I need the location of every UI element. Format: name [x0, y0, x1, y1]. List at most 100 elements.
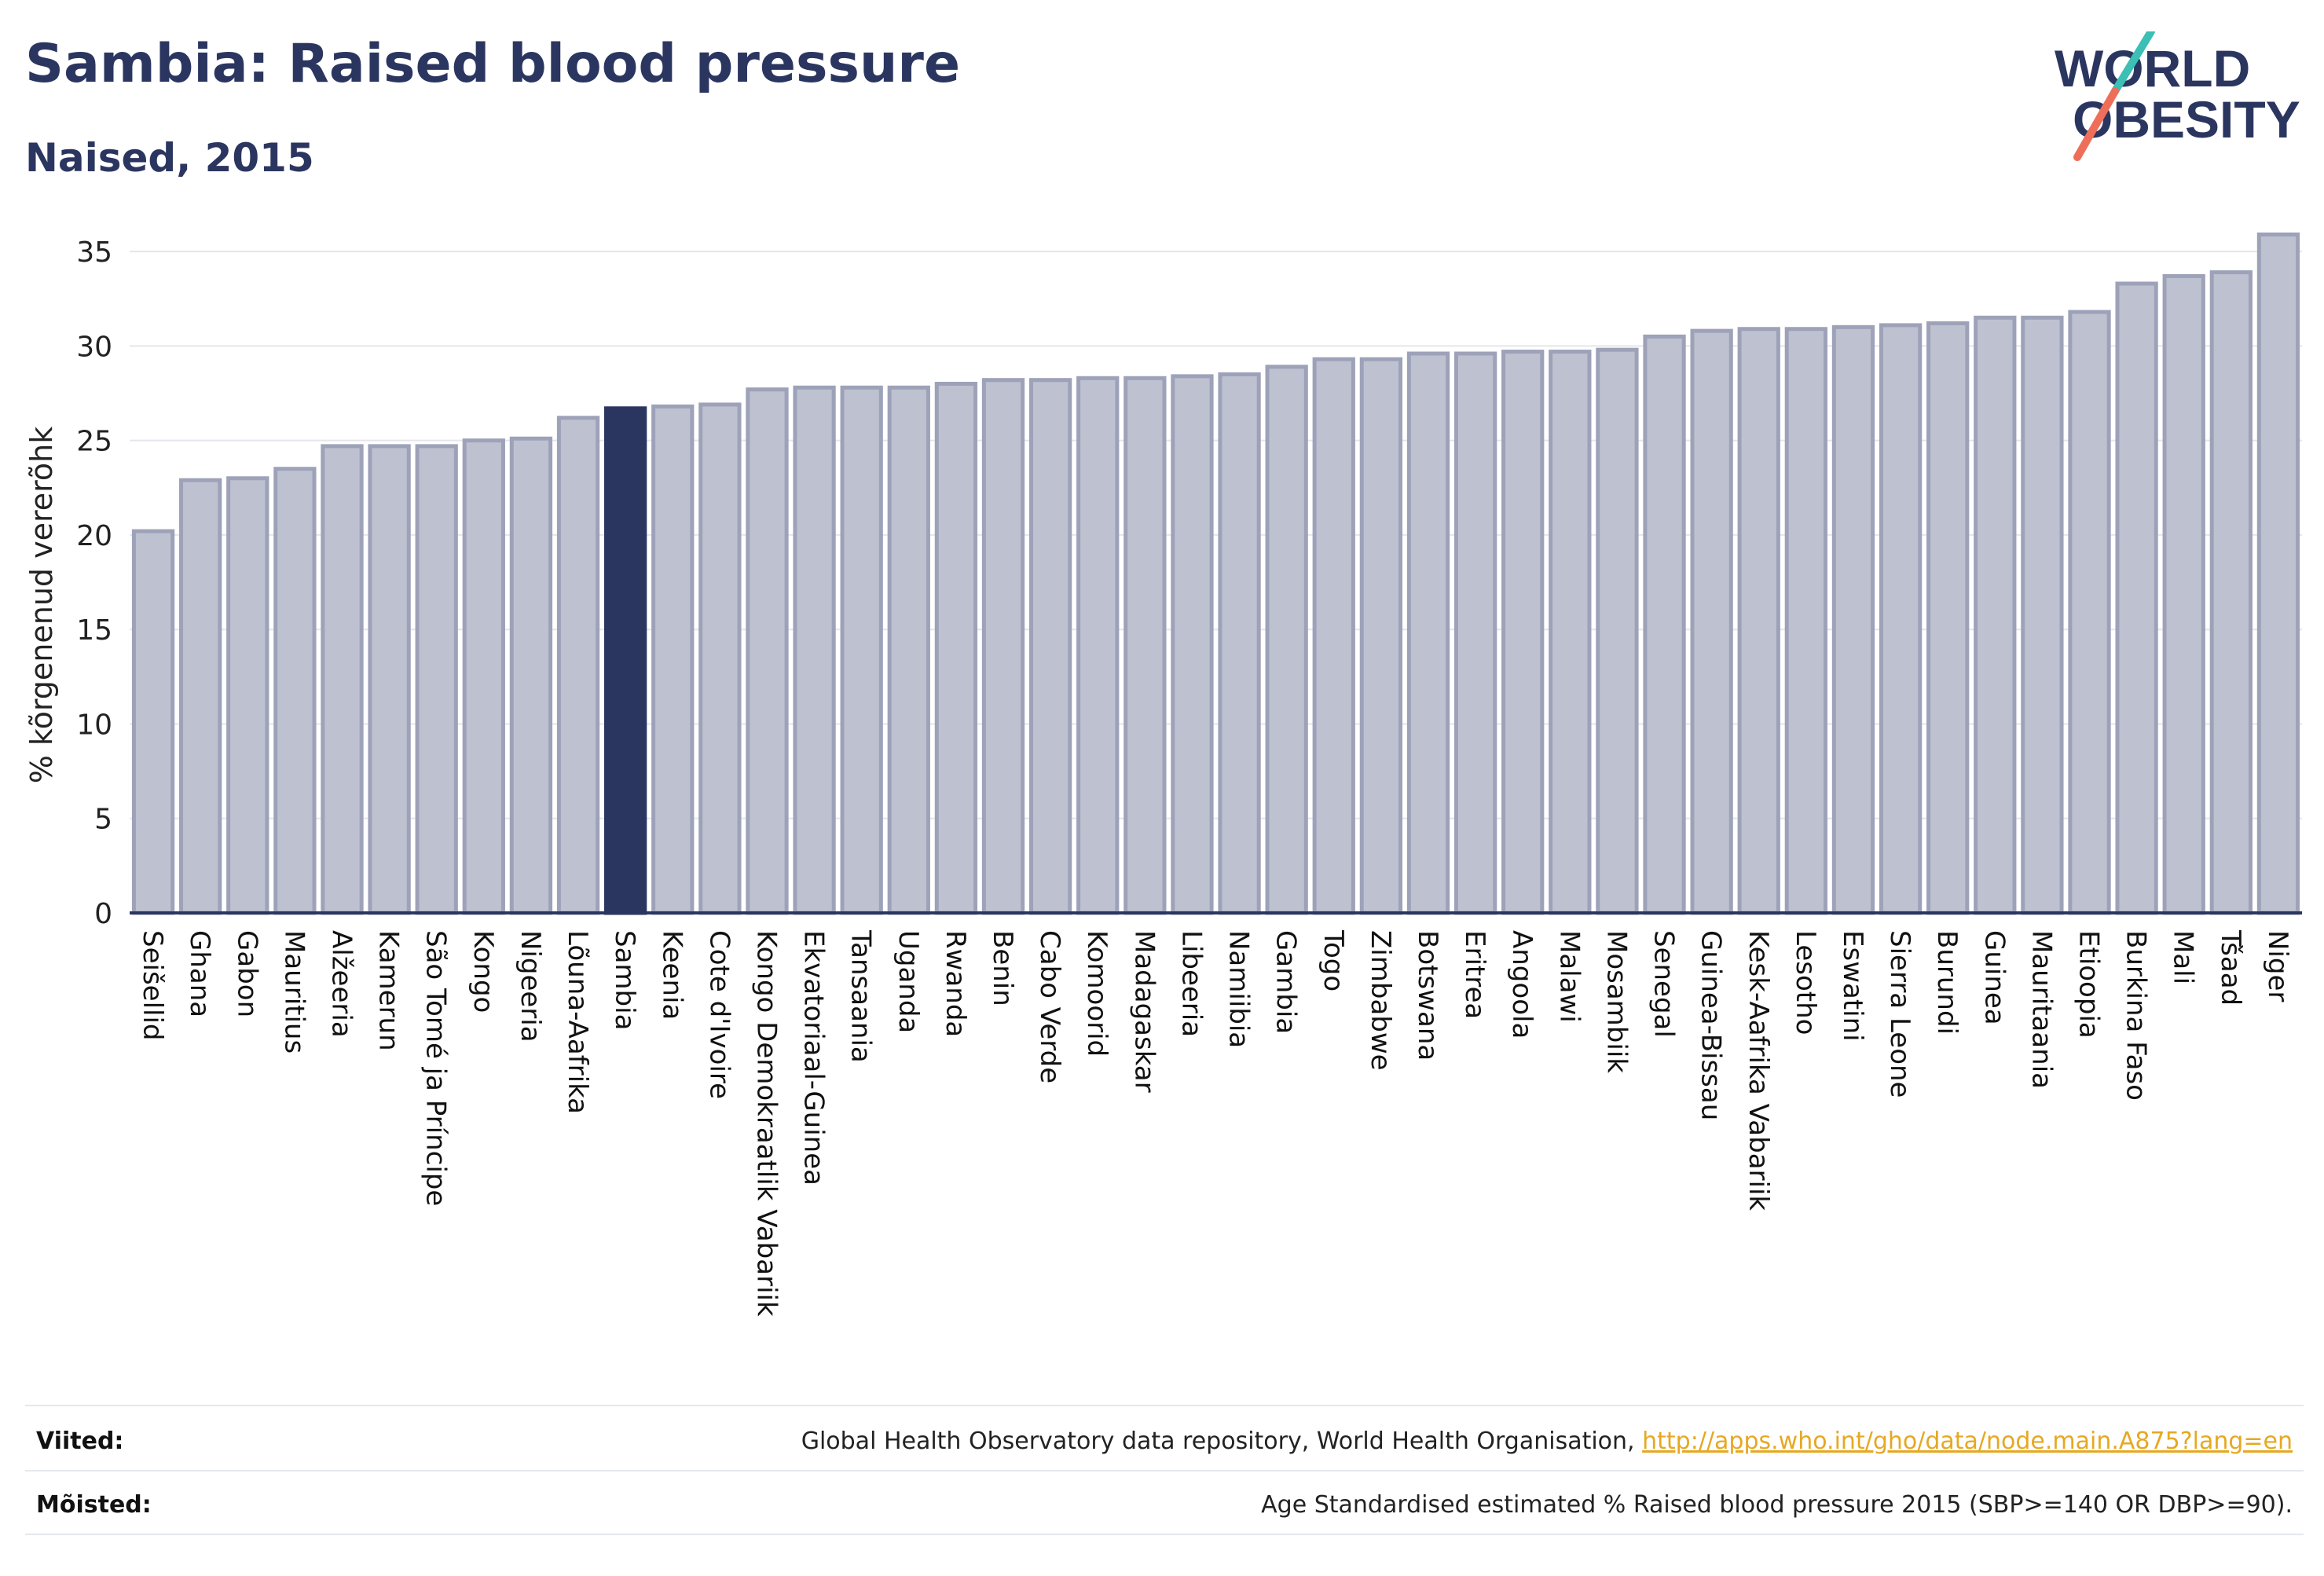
x-tick-label: Libeeria: [1175, 930, 1207, 1037]
bar-uganda: [887, 385, 930, 915]
bar-gambia: [1265, 365, 1308, 915]
x-tick-label: Gambia: [1270, 930, 1302, 1034]
x-tick-label: Eritrea: [1459, 930, 1490, 1019]
x-tick-label: Keenia: [656, 930, 687, 1020]
x-tick-label: Eswatini: [1837, 930, 1868, 1042]
bar-kongo-demokraatlik-vabariik: [746, 387, 789, 915]
bar-mauritaania: [2021, 315, 2064, 915]
bar-guinea-bissau: [1690, 328, 1733, 915]
bar-sei-ellid: [131, 529, 175, 915]
x-tick-label: Kongo Demokraatlik Vabariik: [750, 930, 782, 1317]
bar-t-aad: [2209, 270, 2253, 915]
footer-divider-top: [25, 1405, 2304, 1406]
bar-ghana: [179, 478, 222, 915]
bar-zimbabwe: [1359, 357, 1403, 915]
bar-eritrea: [1453, 351, 1497, 915]
bar-tansaania: [840, 385, 883, 915]
y-tick-label: 30: [76, 331, 112, 363]
bar-mali: [2162, 273, 2205, 915]
bar-lesotho: [1784, 327, 1828, 915]
x-tick-label: Alžeeria: [325, 930, 357, 1038]
y-tick-label: 0: [94, 898, 112, 930]
x-tick-label: Cabo Verde: [1034, 930, 1065, 1083]
bar-kongo: [462, 438, 505, 915]
bar-kesk-aafrika-vabariik: [1737, 327, 1780, 915]
sources-link[interactable]: http://apps.who.int/gho/data/node.main.A…: [1642, 1428, 2293, 1455]
bar-nigeeria: [509, 436, 553, 915]
footer-divider-middle: [25, 1470, 2304, 1472]
y-tick-label: 5: [94, 804, 112, 836]
x-tick-labels: Seišellid Ghana Gabon Mauritius Alžeeria Kame…: [137, 929, 2293, 1317]
x-tick-label: Mosambiik: [1600, 930, 1632, 1073]
x-tick-label: Guinea: [1978, 930, 2010, 1025]
bar-eswatini: [1831, 324, 1875, 915]
x-tick-label: Komoorid: [1081, 930, 1113, 1057]
bar-guinea: [1974, 315, 2017, 915]
x-tick-label: Ekvatoriaal-Guinea: [798, 930, 830, 1186]
x-tick-label: Burkina Faso: [2121, 930, 2152, 1101]
bar-al-eeria: [321, 444, 364, 915]
chart-subtitle: Naised, 2015: [25, 135, 314, 181]
x-tick-label: Mauritius: [278, 930, 310, 1054]
x-tick-label: Nigeeria: [515, 930, 546, 1043]
bar-keenia: [651, 404, 695, 915]
bar-komoorid: [1076, 376, 1120, 915]
bar-niger: [2256, 232, 2300, 915]
x-tick-label: Lesotho: [1790, 930, 1821, 1035]
world-obesity-logo: WORLD OBESITY: [2055, 31, 2300, 161]
x-tick-label: Togo: [1318, 929, 1349, 991]
x-tick-label: Tšaad: [2215, 929, 2246, 1006]
sources-text: Global Health Observatory data repositor…: [801, 1428, 2293, 1455]
bar-kamerun: [368, 444, 411, 915]
bar-botswana: [1406, 351, 1450, 915]
y-tick-label: 10: [76, 709, 112, 741]
logo-slash-coral: [2073, 87, 2119, 161]
y-tick-label: 15: [76, 614, 112, 647]
bar-mosambiik: [1596, 347, 1639, 915]
x-tick-label: São Tomé ja Príncipe: [420, 930, 452, 1206]
x-tick-label: Mali: [2168, 930, 2199, 984]
bar-s-o-tom-ja-pr-ncipe: [415, 444, 458, 915]
x-tick-label: Cote d'Ivoire: [703, 930, 735, 1099]
logo-text-world: WORLD: [2055, 39, 2250, 97]
bar-togo: [1312, 357, 1355, 915]
x-tick-label: Senegal: [1648, 930, 1680, 1038]
y-tick-label: 20: [76, 520, 112, 552]
bar-gabon: [226, 476, 269, 915]
bar-sambia: [603, 406, 647, 915]
x-tick-label: Kesk-Aafrika Vabariik: [1743, 930, 1774, 1211]
bar-burundi: [1926, 321, 1970, 915]
bar-burkina-faso: [2115, 281, 2158, 915]
x-tick-label: Zimbabwe: [1365, 930, 1396, 1071]
logo-slash-teal: [2111, 31, 2155, 95]
y-tick-labels: 0 5 10 15 20 25 30 35: [76, 236, 112, 930]
chart-title: Sambia: Raised blood pressure: [25, 33, 961, 95]
x-tick-label: Malawi: [1553, 930, 1585, 1023]
x-tick-label: Sierra Leone: [1884, 930, 1915, 1098]
bar-libeeria: [1171, 374, 1214, 915]
bar-etioopia: [2068, 310, 2111, 915]
bar-malawi: [1549, 350, 1592, 915]
x-tick-label: Ghana: [184, 930, 215, 1017]
bar-sierra-leone: [1879, 323, 1923, 915]
x-tick-label: Sambia: [609, 930, 640, 1030]
x-tick-label: Namiibia: [1223, 930, 1255, 1048]
sources-description: Global Health Observatory data repositor…: [801, 1428, 1635, 1455]
y-axis-label: % kõrgenenud vererõhk: [24, 427, 59, 784]
bar-namiibia: [1218, 372, 1261, 915]
bar-ekvatoriaal-guinea: [793, 385, 836, 915]
bar-angoola: [1501, 350, 1545, 915]
sources-label: Viited:: [36, 1428, 124, 1455]
x-tick-label: Kongo: [467, 930, 499, 1013]
bar-benin: [981, 378, 1025, 915]
bar-rwanda: [934, 381, 978, 915]
bar-senegal: [1643, 334, 1686, 915]
definitions-text: Age Standardised estimated % Raised bloo…: [1261, 1491, 2293, 1519]
x-tick-label: Botswana: [1412, 930, 1443, 1061]
x-tick-label: Gabon: [231, 930, 262, 1017]
x-tick-label: Lõuna-Aafrika: [562, 930, 593, 1114]
x-tick-label: Mauritaania: [2025, 930, 2057, 1089]
x-tick-label: Rwanda: [940, 930, 971, 1037]
x-tick-label: Kamerun: [373, 930, 405, 1051]
x-tick-label: Uganda: [893, 930, 924, 1033]
